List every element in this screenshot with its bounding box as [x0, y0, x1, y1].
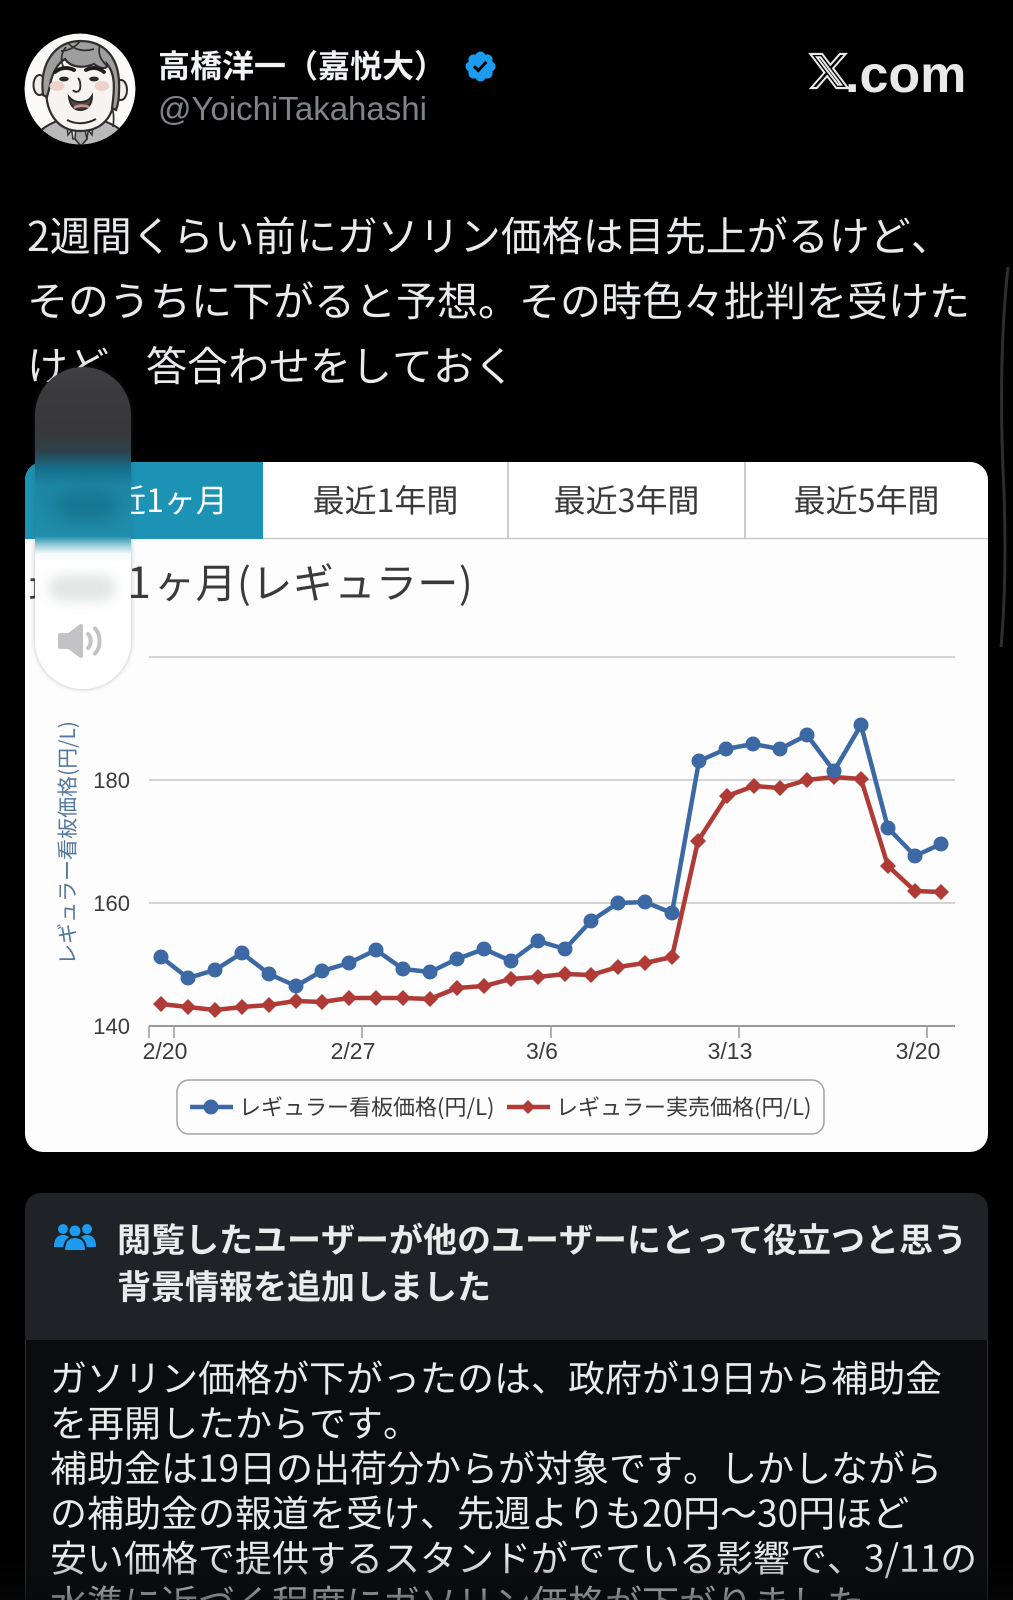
svg-text:140: 140: [93, 1014, 130, 1039]
svg-text:.com: .com: [845, 46, 966, 104]
svg-text:160: 160: [93, 891, 130, 916]
svg-text:2/20: 2/20: [143, 1038, 188, 1064]
svg-text:3/20: 3/20: [896, 1038, 941, 1064]
svg-text:180: 180: [93, 768, 130, 793]
svg-text:3/6: 3/6: [526, 1038, 558, 1064]
svg-text:@YoichiTakahashi: @YoichiTakahashi: [158, 90, 427, 127]
svg-text:2/27: 2/27: [331, 1038, 376, 1064]
svg-text:3/13: 3/13: [708, 1038, 753, 1064]
